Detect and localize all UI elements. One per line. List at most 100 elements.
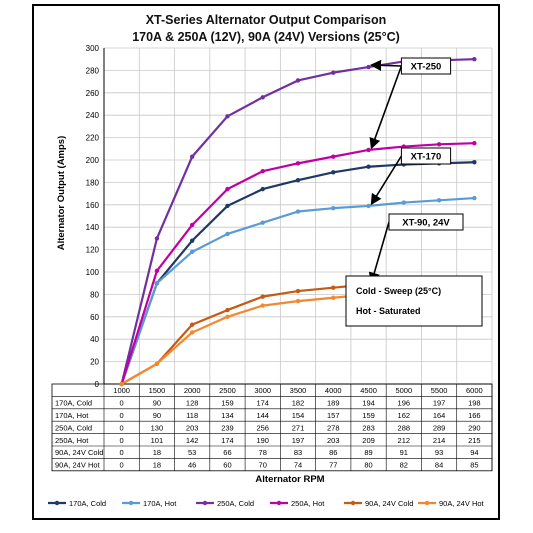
table-cell-value: 215 [468,436,481,445]
table-cell-value: 90 [153,411,161,420]
table-cell-value: 290 [468,423,481,432]
data-point [225,314,230,319]
table-cell-value: 18 [153,461,161,470]
table-cell-value: 164 [433,411,446,420]
table-series-name: 90A, 24V Cold [55,448,103,457]
x-tick-label: 1500 [149,386,166,395]
y-tick-label: 120 [86,246,100,255]
legend-label: 170A, Hot [143,499,177,508]
data-point [295,177,301,183]
table-cell-value: 128 [186,399,199,408]
series-lines [119,57,477,387]
table-cell-value: 94 [470,448,478,457]
table-cell-value: 53 [188,448,196,457]
data-point [189,249,195,255]
data-point [366,164,371,169]
x-tick-label: 3500 [290,386,307,395]
x-tick-label: 2500 [219,386,236,395]
table-cell-value: 189 [327,399,340,408]
data-point [154,268,160,274]
data-point [331,70,336,75]
data-point [225,231,230,237]
table-cell-value: 197 [292,436,305,445]
callout-xt-90-24v: XT-90, 24V [368,213,464,284]
callout-box [400,57,452,75]
data-point [154,236,160,241]
legend-box [44,494,488,512]
table-cell-value: 0 [120,461,124,470]
table-cell-value: 118 [186,411,198,420]
data-point [225,114,230,119]
table-cell-value: 85 [470,461,478,470]
chart-frame: XT-Series Alternator Output Comparison 1… [32,4,500,520]
table-cell-value: 159 [221,399,234,408]
legend-label: 250A, Hot [291,499,325,508]
data-point [331,154,336,159]
table-cell-value: 89 [364,448,372,457]
legend-label: 90A, 24V Cold [365,499,413,508]
data-point [295,209,301,214]
table-cell-value: 209 [362,436,375,445]
table-cell-value: 130 [151,423,164,432]
data-point [366,147,371,153]
table-cell-value: 70 [259,461,267,470]
table-cell-value: 91 [400,448,408,457]
y-tick-label: 140 [86,223,100,232]
table-series-name: 170A, Cold [55,399,92,408]
data-point [331,285,336,290]
legend-marker [424,500,430,506]
y-tick-label: 80 [90,290,99,299]
data-point [436,198,442,203]
x-tick-label: 3000 [254,386,271,395]
data-point [331,205,336,211]
table-cell-value: 77 [329,461,337,470]
y-tick-label: 300 [86,44,100,53]
legend-marker [276,500,282,506]
table-cell-value: 203 [186,423,199,432]
table-cell-value: 239 [221,423,234,432]
data-point [189,238,195,243]
legend: 170A, Cold 170A, Hot 250A, Cold 250A, Hot 90… [44,494,488,512]
x-axis-label: Alternator RPM [255,474,324,485]
data-point [295,161,301,166]
notes-box: Cold - Sweep (25°C) Hot - Saturated [345,275,483,327]
data-point [260,169,265,174]
legend-marker [202,500,208,506]
table-cell-value: 288 [398,423,411,432]
callout-box [388,213,464,231]
table-cell-value: 203 [327,436,340,445]
table-series-name: 250A, Hot [55,436,89,445]
data-point [260,294,265,299]
y-tick-label: 220 [86,134,100,143]
x-tick-label: 2000 [184,386,201,395]
table-cell-value: 0 [120,399,124,408]
table-cell-value: 256 [256,423,269,432]
table-cell-value: 74 [294,461,302,470]
y-tick-label: 240 [86,111,100,120]
data-point [472,141,477,146]
x-tick-label: 6000 [466,386,483,395]
series-170a-hot [119,195,477,387]
table-cell-value: 289 [433,423,446,432]
table-cell-value: 144 [256,411,269,420]
chart-title: XT-Series Alternator Output Comparison [146,13,387,27]
legend-marker [54,500,60,506]
table-cell-value: 78 [259,448,267,457]
data-point [472,160,477,165]
table-cell-value: 0 [120,436,124,445]
table-cell-value: 197 [433,399,446,408]
table-cell-value: 194 [362,399,375,408]
table-cell-value: 159 [362,411,375,420]
x-tick-label: 1000 [113,386,130,395]
data-point [295,298,301,304]
y-tick-label: 40 [90,335,99,344]
note-text: Cold - Sweep (25°C) [356,286,441,296]
table-cell-value: 66 [223,448,231,457]
callout-arrow [369,65,403,150]
data-point [119,381,124,387]
table-cell-value: 278 [327,423,340,432]
data-point [366,203,371,209]
data-point [225,203,230,209]
data-point [295,288,301,294]
table-series-name: 250A, Cold [55,423,92,432]
